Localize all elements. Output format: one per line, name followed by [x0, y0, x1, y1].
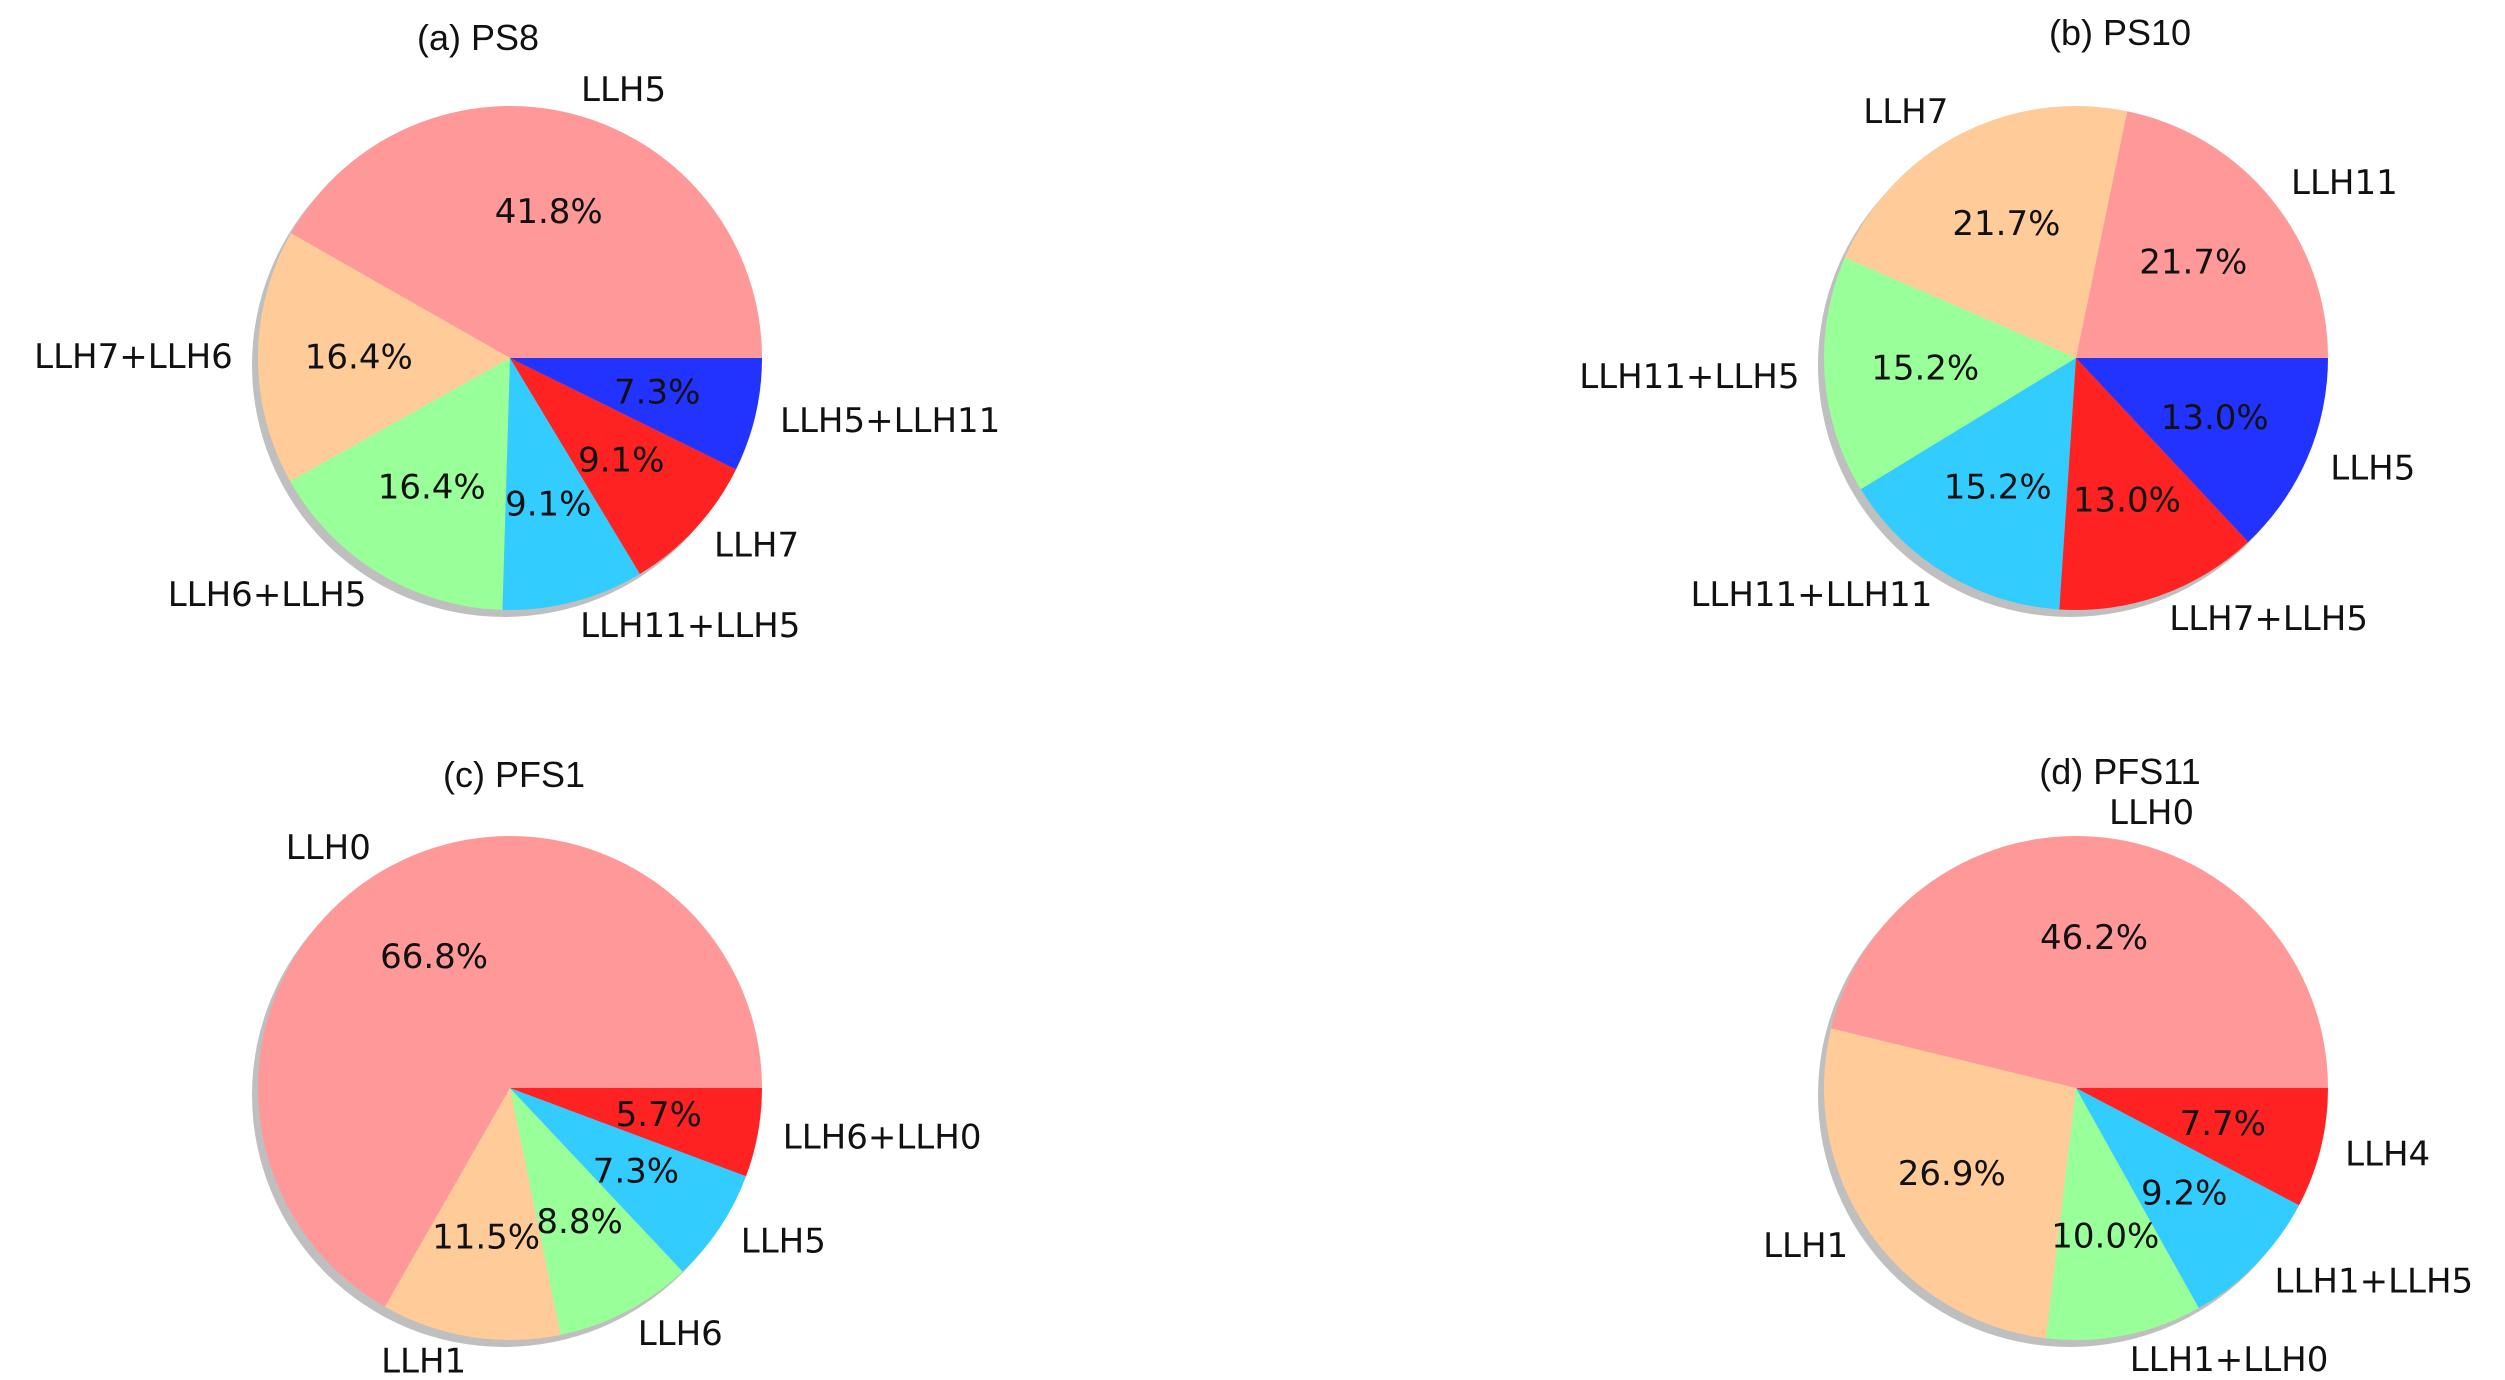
- slice-label: LLH6+LLH5: [168, 575, 367, 615]
- slice-percentage-label: 15.2%: [1871, 349, 1979, 389]
- pie-slice-llh11: [2076, 111, 2328, 358]
- slice-percentage-label: 8.8%: [536, 1202, 622, 1242]
- slice-percentage-label: 13.0%: [2161, 398, 2269, 438]
- slice-label: LLH7+LLH5: [2169, 599, 2368, 639]
- slice-label: LLH6: [638, 1314, 723, 1354]
- pie-slice-llh1: [1824, 1028, 2076, 1339]
- slice-label: LLH11+LLH5: [580, 606, 800, 646]
- slice-percentage-label: 66.8%: [380, 937, 488, 977]
- pie-slice-llh7: [1844, 106, 2128, 358]
- slice-label: LLH4: [2345, 1134, 2430, 1174]
- slice-percentage-label: 26.9%: [1898, 1154, 2006, 1194]
- chart-title: (b) PS10: [2049, 12, 2191, 53]
- slice-percentage-label: 7.3%: [593, 1152, 679, 1192]
- pie-slice-llh1-plus-llh5: [2076, 1088, 2300, 1309]
- chart-title: (c) PFS1: [443, 754, 585, 795]
- pie-slice-llh6-plus-llh5: [290, 358, 510, 610]
- pie-slice-llh0: [258, 835, 762, 1307]
- slice-label: LLH7+LLH6: [34, 337, 233, 377]
- slice-percentage-label: 9.2%: [2141, 1174, 2227, 1214]
- slice-label: LLH5: [741, 1222, 826, 1262]
- slice-percentage-label: 16.4%: [305, 338, 413, 378]
- pie-slice-llh7-plus-llh5: [2059, 358, 2249, 611]
- pie-slice-llh1-plus-llh0: [2045, 1088, 2199, 1341]
- slice-percentage-label: 16.4%: [378, 467, 486, 507]
- slice-percentage-label: 46.2%: [2040, 918, 2148, 958]
- pie-panel-ps8: (a) PS8 LLH5 41.8% LLH7+LLH6 16.4% LLH6+LLH5…: [34, 17, 1000, 646]
- pie-panel-pfs11: (d) PFS11 LLH0 46.2% LLH1 26.9% LLH1+LLH0 10.…: [1763, 751, 2473, 1380]
- pie-slice-llh11-plus-llh11: [1860, 358, 2076, 610]
- slice-percentage-label: 5.7%: [616, 1095, 702, 1135]
- slice-percentage-label: 21.7%: [2139, 243, 2247, 283]
- slice-label: LLH7: [714, 526, 799, 566]
- slice-percentage-label: 15.2%: [1944, 467, 2052, 507]
- slice-percentage-label: 7.7%: [2180, 1104, 2266, 1144]
- pie-slice-llh11-plus-llh5: [1824, 257, 2076, 490]
- slice-percentage-label: 9.1%: [578, 440, 664, 480]
- slice-label: LLH1: [381, 1342, 466, 1380]
- slice-percentage-label: 21.7%: [1952, 204, 2060, 244]
- pie-slice-llh6: [510, 1088, 683, 1335]
- pie-slice-llh5: [2076, 358, 2328, 542]
- slice-percentage-label: 9.1%: [505, 484, 591, 524]
- slice-label: LLH6+LLH0: [783, 1117, 982, 1157]
- pie-slice-llh5-plus-llh11: [510, 358, 762, 470]
- chart-title: (d) PFS11: [2039, 751, 2200, 792]
- pie-slice-llh1: [384, 1088, 561, 1340]
- pie-slice-llh6-plus-llh0: [510, 1088, 762, 1177]
- slice-label: LLH1: [1763, 1226, 1848, 1266]
- pie-slice-llh4: [2076, 1088, 2328, 1206]
- slice-percentage-label: 7.3%: [614, 372, 700, 412]
- slice-label: LLH7: [1863, 92, 1948, 132]
- slice-label: LLH5: [581, 70, 666, 110]
- slice-label: LLH1+LLH0: [2130, 1340, 2329, 1380]
- pie-slice-llh0: [1831, 836, 2328, 1088]
- pie-panel-ps10: (b) PS10 LLH11 21.7% LLH7 21.7% LLH11+LLH5 15…: [1579, 12, 2415, 639]
- pie-slice-llh7: [510, 358, 736, 574]
- slice-label: LLH0: [2109, 793, 2194, 833]
- slice-label: LLH5+LLH11: [780, 401, 1000, 441]
- slice-label: LLH11+LLH5: [1579, 357, 1799, 397]
- slice-label: LLH5: [2330, 448, 2415, 488]
- pie-slice-llh7-plus-llh6: [257, 233, 510, 482]
- slice-percentage-label: 13.0%: [2073, 480, 2181, 520]
- slice-percentage-label: 41.8%: [495, 192, 603, 232]
- chart-title: (a) PS8: [417, 17, 539, 58]
- pie-slice-llh5: [510, 1088, 747, 1272]
- slice-percentage-label: 10.0%: [2051, 1216, 2159, 1256]
- pie-slice-llh11-plus-llh5: [502, 358, 640, 611]
- slice-label: LLH1+LLH5: [2275, 1262, 2474, 1302]
- slice-label: LLH11: [2291, 163, 2398, 203]
- slice-label: LLH11+LLH11: [1690, 575, 1932, 615]
- pie-slice-llh5: [291, 106, 762, 358]
- pie-panel-pfs1: (c) PFS1 LLH0 66.8% LLH1 11.5% LLH6 8.8% LLH5 7…: [252, 754, 981, 1380]
- slice-percentage-label: 11.5%: [432, 1217, 540, 1257]
- slice-label: LLH0: [286, 828, 371, 868]
